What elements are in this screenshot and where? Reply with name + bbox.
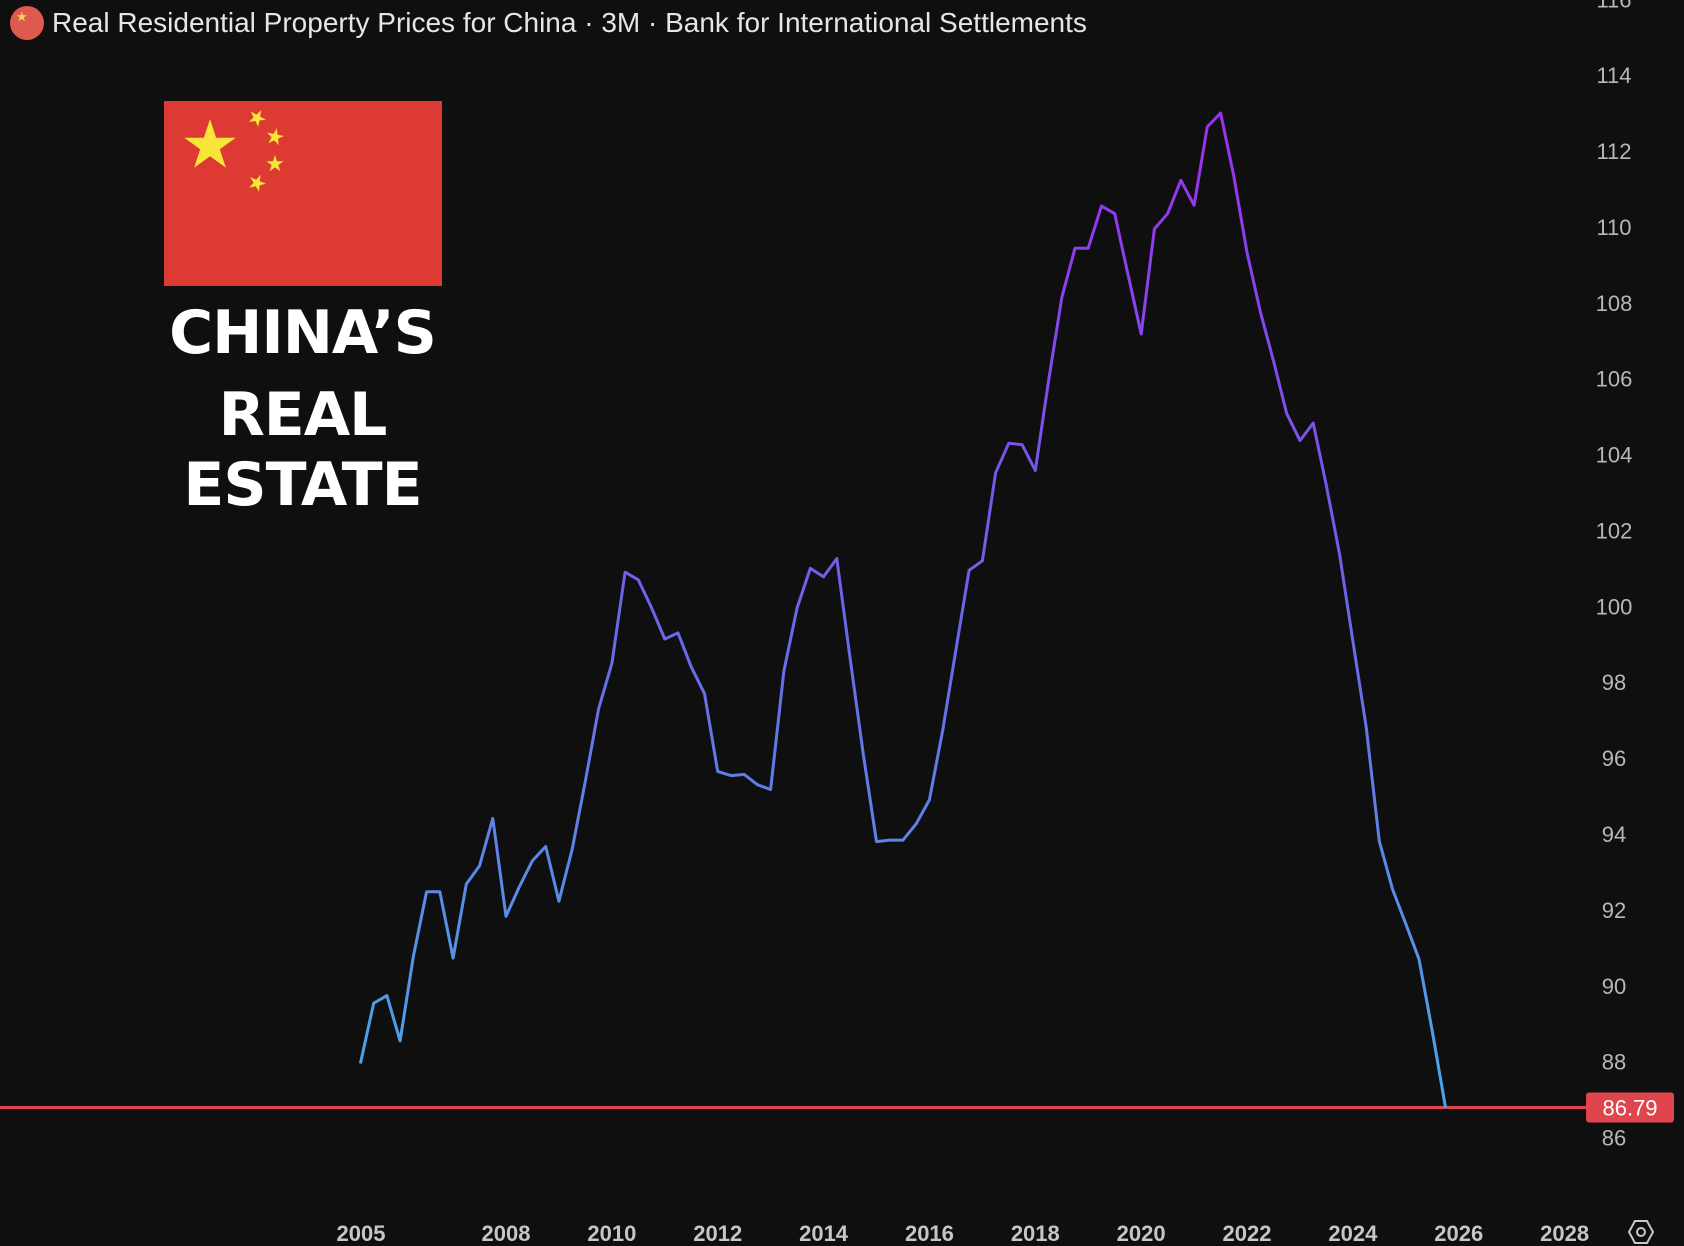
- y-tick-label: 116: [1596, 0, 1631, 12]
- chart-header: ★ Real Residential Property Prices for C…: [10, 4, 1087, 42]
- y-tick-label: 86: [1602, 1126, 1626, 1151]
- x-tick-label: 2016: [905, 1221, 954, 1246]
- x-axis: 2005 2008 2010 2012 2014 2016 2018 2020 2022 2024…: [337, 1221, 1590, 1246]
- last-value-badge: [1586, 1092, 1674, 1123]
- x-tick-label: 2014: [799, 1221, 849, 1246]
- y-tick-label: 100: [1596, 594, 1633, 619]
- y-tick-label: 104: [1596, 443, 1633, 468]
- flag-big-star: [184, 119, 236, 168]
- y-tick-label: 90: [1602, 974, 1626, 999]
- headline-line1: CHINA’S: [169, 298, 437, 368]
- x-tick-label: 2028: [1540, 1221, 1589, 1246]
- y-tick-label: 112: [1596, 139, 1631, 164]
- settings-hex-icon[interactable]: [1627, 1220, 1655, 1244]
- x-tick-label: 2012: [693, 1221, 742, 1246]
- flag-small-star: [267, 128, 284, 146]
- flag-small-star: [249, 174, 266, 192]
- x-tick-label: 2018: [1011, 1221, 1060, 1246]
- y-tick-label: 108: [1596, 291, 1633, 316]
- china-flag-icon: ★: [10, 6, 44, 40]
- y-axis: 86 88 90 92 94 96 98 100 102 104 106 108 110 112 114 11…: [1596, 0, 1633, 1151]
- y-tick-label: 96: [1602, 746, 1626, 771]
- x-tick-label: 2022: [1223, 1221, 1272, 1246]
- x-tick-label: 2008: [482, 1221, 531, 1246]
- y-tick-label: 114: [1596, 63, 1631, 88]
- headline-line2: REAL ESTATE: [183, 380, 422, 520]
- y-tick-label: 88: [1602, 1050, 1626, 1075]
- y-tick-label: 98: [1602, 670, 1626, 695]
- y-tick-label: 106: [1596, 367, 1633, 392]
- flag-small-star: [248, 110, 266, 127]
- y-tick-label: 110: [1596, 215, 1631, 240]
- y-tick-label: 92: [1602, 898, 1626, 923]
- chart-title: Real Residential Property Prices for Chi…: [52, 7, 1087, 38]
- flag-small-star: [266, 155, 284, 172]
- y-tick-label: 94: [1602, 822, 1626, 847]
- flag-field: [164, 101, 442, 286]
- china-flag: [164, 101, 442, 286]
- x-tick-label: 2026: [1434, 1221, 1483, 1246]
- x-tick-label: 2010: [587, 1221, 636, 1246]
- last-value-label: 86.79: [1602, 1096, 1657, 1121]
- x-tick-label: 2024: [1328, 1221, 1378, 1246]
- x-tick-label: 2005: [337, 1221, 386, 1246]
- x-tick-label: 2020: [1117, 1221, 1166, 1246]
- series-line: [358, 111, 1447, 1108]
- y-tick-label: 102: [1596, 518, 1633, 543]
